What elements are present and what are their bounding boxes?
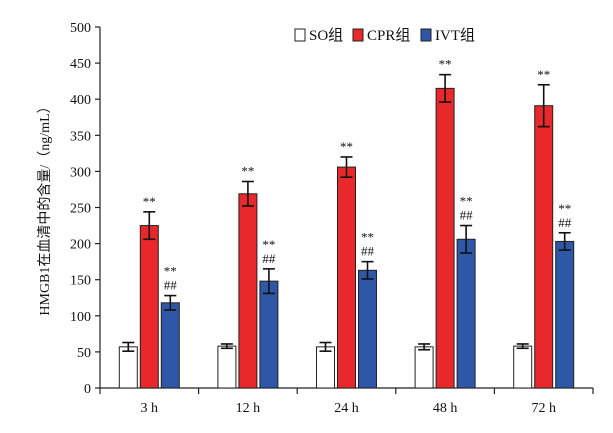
significance-label: ** [439, 57, 452, 72]
significance-label: ** [537, 67, 550, 82]
bar [259, 280, 279, 389]
x-category-label: 72 h [531, 401, 556, 416]
legend-swatch [294, 28, 306, 42]
bar [316, 346, 335, 389]
significance-label: ** [460, 194, 473, 209]
y-tick-label: 150 [70, 274, 91, 289]
bars: ************##**##**##**## **## [118, 57, 575, 389]
bar [456, 238, 476, 389]
y-tick-label: 400 [70, 93, 91, 108]
legend-label: IVT组 [435, 27, 475, 44]
significance-label: ** [340, 139, 353, 154]
legend-swatch [352, 28, 364, 42]
bar [358, 269, 377, 389]
x-category-label: 24 h [334, 401, 359, 416]
bar [513, 345, 533, 389]
legend-label: CPR组 [367, 27, 410, 44]
bar [118, 346, 138, 389]
y-tick-label: 350 [70, 129, 91, 144]
bar [414, 346, 434, 389]
x-category-label: 48 h [433, 401, 458, 416]
y-tick-label: 200 [70, 238, 91, 253]
significance-label: ## [558, 215, 572, 230]
significance-label: ## [262, 251, 276, 266]
y-tick-label: 250 [70, 202, 91, 217]
significance-label: ## [164, 278, 178, 293]
x-category-label: 12 h [236, 401, 261, 416]
bar [337, 166, 356, 389]
y-axis: 0 50 100 150 200 250 300 350 400 450 500 [70, 21, 101, 397]
y-tick-label: 50 [77, 346, 91, 361]
significance-label: ** [241, 164, 254, 179]
y-tick-label: 300 [70, 165, 91, 180]
x-category-label: 3 h [141, 401, 159, 416]
bar [534, 105, 554, 389]
y-tick-label: 100 [70, 310, 91, 325]
y-tick-label: 450 [70, 57, 91, 72]
significance-label: ** [262, 237, 275, 252]
significance-label: ** [558, 201, 571, 216]
bar [139, 225, 159, 389]
bar [435, 87, 455, 389]
legend: SO组 CPR组 IVT组 [294, 27, 475, 44]
bar [238, 193, 258, 389]
y-axis-title: HMGB1在血清中的含量/（ng/mL） [37, 99, 53, 315]
x-axis: 3 h 12 h 24 h 48 h 72 h [99, 387, 594, 416]
bar [217, 345, 237, 389]
legend-swatch [420, 28, 432, 42]
significance-label: ** [164, 264, 177, 279]
y-tick-label: 500 [70, 21, 91, 36]
bar [160, 302, 180, 389]
significance-label: ## [361, 244, 375, 259]
y-tick-label: 0 [84, 382, 91, 397]
significance-label: ## [460, 208, 474, 223]
legend-label: SO组 [309, 27, 343, 44]
significance-label: ** [143, 194, 156, 209]
bar [555, 240, 575, 389]
significance-label: ** [361, 230, 374, 245]
